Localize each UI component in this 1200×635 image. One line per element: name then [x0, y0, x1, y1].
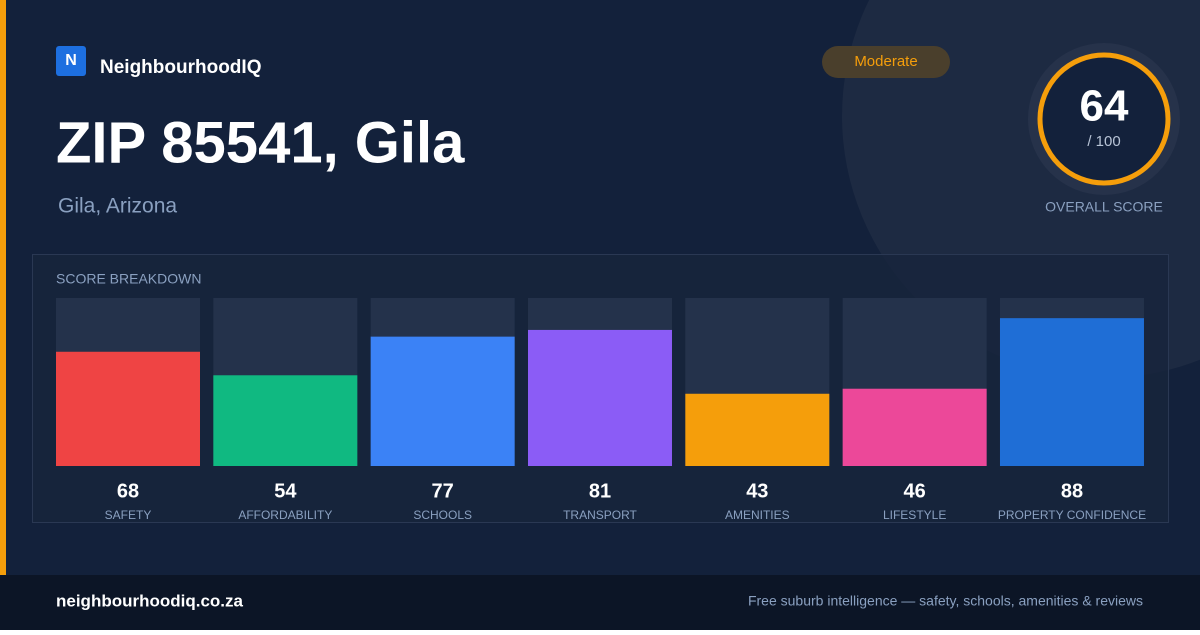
score-scale: / 100 [1087, 133, 1120, 150]
category-label: PROPERTY CONFIDENCE [998, 508, 1146, 522]
score-value: 64 [1080, 82, 1129, 131]
bar [842, 388, 987, 466]
bar [56, 351, 200, 466]
footer-bar [0, 575, 1200, 630]
score-label: OVERALL SCORE [1045, 199, 1163, 215]
bar [685, 393, 830, 466]
value-label: 68 [117, 480, 139, 502]
title: ZIP 85541, Gila [56, 110, 465, 175]
category-label: LIFESTYLE [883, 508, 946, 522]
logo-letter: N [65, 52, 77, 69]
footer-site: neighbourhoodiq.co.za [56, 591, 244, 610]
badge-text: Moderate [854, 53, 917, 70]
category-label: AFFORDABILITY [238, 508, 332, 522]
value-label: 88 [1061, 480, 1083, 502]
category-label: SAFETY [105, 508, 152, 522]
accent-strip [0, 0, 6, 575]
value-label: 77 [432, 480, 454, 502]
bar [527, 329, 672, 466]
category-label: AMENITIES [725, 508, 790, 522]
value-label: 54 [274, 480, 297, 502]
bar [213, 375, 358, 466]
chart-title: SCORE BREAKDOWN [56, 271, 201, 287]
subtitle: Gila, Arizona [58, 195, 177, 218]
bar [370, 336, 515, 466]
badge [822, 46, 950, 78]
gauge-ring [1037, 52, 1171, 186]
footer-tagline: Free suburb intelligence — safety, schoo… [748, 593, 1143, 609]
category-label: TRANSPORT [563, 508, 637, 522]
bar [999, 318, 1144, 466]
logo [56, 46, 86, 76]
category-label: SCHOOLS [413, 508, 472, 522]
value-label: 81 [589, 480, 611, 502]
value-label: 46 [904, 480, 926, 502]
brand-name: NeighbourhoodIQ [100, 57, 261, 78]
value-label: 43 [746, 480, 768, 502]
